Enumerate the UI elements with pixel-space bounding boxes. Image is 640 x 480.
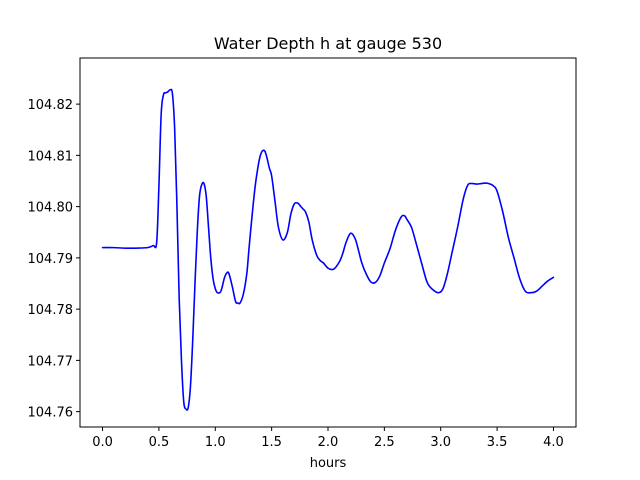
y-tick-label: 104.81 [28, 149, 74, 164]
x-tick-label: 2.0 [318, 435, 339, 450]
x-tick-label: 4.0 [543, 435, 564, 450]
y-tick-label: 104.78 [28, 303, 74, 318]
x-tick-label: 1.0 [205, 435, 226, 450]
x-tick-label: 3.0 [430, 435, 451, 450]
x-tick-label: 3.5 [487, 435, 508, 450]
y-tick-label: 104.80 [28, 201, 74, 216]
series-line-0 [101, 88, 555, 411]
x-axis-label: hours [310, 456, 347, 471]
x-axis-ticks: 0.0 0.5 1.0 1.5 2.0 2.5 3.0 3.5 4.0 [92, 427, 564, 450]
x-tick-label: 2.5 [374, 435, 395, 450]
y-axis-ticks: 104.76 104.77 104.78 104.79 104.80 104.81 104.… [28, 98, 80, 421]
y-tick-label: 104.77 [28, 354, 74, 369]
y-tick-label: 104.82 [28, 98, 74, 113]
x-tick-label: 0.5 [149, 435, 170, 450]
x-tick-label: 1.5 [261, 435, 282, 450]
chart-title: Water Depth h at gauge 530 [214, 34, 442, 53]
series-layer [101, 88, 555, 411]
y-tick-label: 104.76 [28, 406, 74, 421]
plot-area-frame [79, 57, 577, 428]
y-tick-label: 104.79 [28, 252, 74, 267]
x-tick-label: 0.0 [92, 435, 113, 450]
